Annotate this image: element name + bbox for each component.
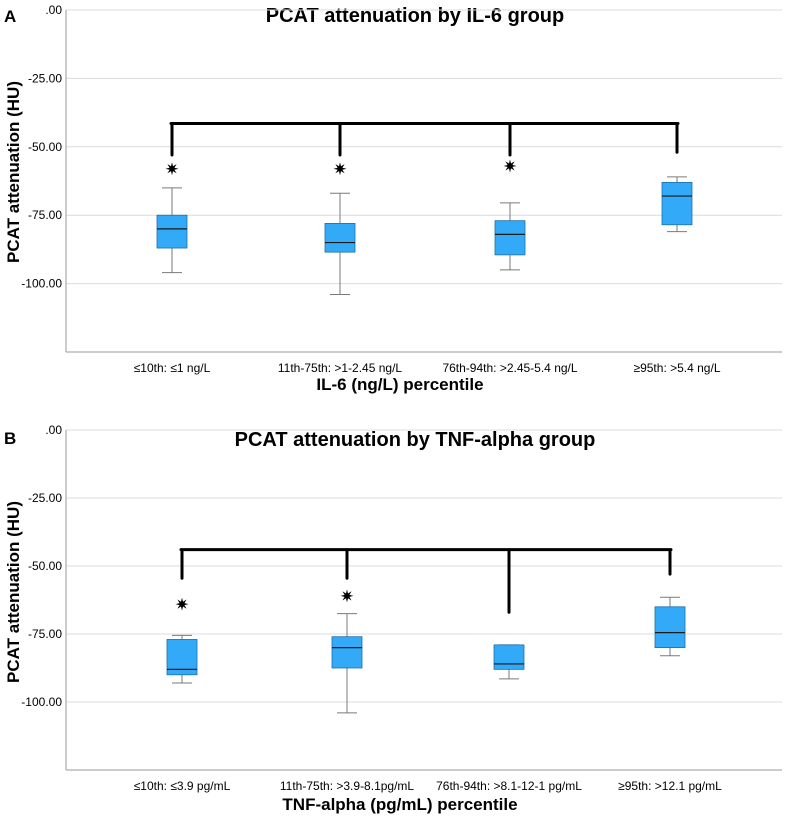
panel-b-title: PCAT attenuation by TNF-alpha group (235, 429, 596, 451)
y-tick-label: -25.00 (28, 71, 62, 85)
panel-a-title: PCAT attenuation by IL-6 group (266, 5, 565, 27)
x-tick-label: ≤10th: ≤1 ng/L (134, 361, 211, 375)
significance-marker (333, 162, 347, 176)
panel-a-x-axis-title: IL-6 (ng/L) percentile (316, 375, 483, 394)
panel-b-plot-area: .00 -25.00 -50.00 -75.00 -100.00 ≤10th: ≤3.9 … (21, 423, 782, 793)
box (661, 181, 693, 226)
box (654, 606, 686, 648)
y-tick-label: -75.00 (28, 627, 62, 641)
y-tick-label: -50.00 (28, 559, 62, 573)
y-tick-label: .00 (45, 423, 62, 437)
significance-bracket (179, 548, 673, 614)
panel-b: B PCAT attenuation by TNF-alpha group TN… (4, 423, 782, 814)
box (331, 636, 363, 669)
panel-a: A PCAT attenuation by IL-6 group IL-6 (n… (4, 3, 782, 394)
significance-marker (503, 159, 517, 173)
y-tick-label: -100.00 (21, 277, 62, 291)
box (493, 644, 525, 670)
y-tick-label: -75.00 (28, 208, 62, 222)
panel-a-y-axis-title: PCAT attenuation (HU) (4, 81, 23, 263)
x-tick-label: 11th-75th: >1-2.45 ng/L (278, 361, 403, 375)
x-tick-label: 11th-75th: >3.9-8.1pg/mL (280, 779, 415, 793)
panel-b-label: B (4, 429, 16, 448)
x-tick-label: 76th-94th: >8.1-12-1 pg/mL (436, 779, 582, 793)
significance-marker (165, 162, 179, 176)
panel-b-x-axis-title: TNF-alpha (pg/mL) percentile (282, 795, 517, 814)
x-tick-label: 76th-94th: >2.45-5.4 ng/L (442, 361, 577, 375)
box (494, 220, 526, 256)
box (156, 214, 188, 249)
x-tick-label: ≥95th: >12.1 pg/mL (618, 779, 722, 793)
significance-bracket (169, 122, 680, 157)
panel-b-y-axis-title: PCAT attenuation (HU) (4, 501, 23, 683)
x-tick-label: ≥95th: >5.4 ng/L (634, 361, 721, 375)
significance-marker (175, 597, 189, 611)
significance-marker (340, 589, 354, 603)
y-tick-label: -25.00 (28, 491, 62, 505)
y-tick-label: -50.00 (28, 140, 62, 154)
panel-a-plot-area: .00 -25.00 -50.00 -75.00 -100.00 ≤10th: ≤1 ng… (21, 3, 782, 375)
y-tick-label: .00 (45, 3, 62, 17)
box (324, 223, 356, 253)
y-tick-label: -100.00 (21, 695, 62, 709)
x-tick-label: ≤10th: ≤3.9 pg/mL (134, 779, 231, 793)
panel-a-label: A (4, 7, 16, 26)
